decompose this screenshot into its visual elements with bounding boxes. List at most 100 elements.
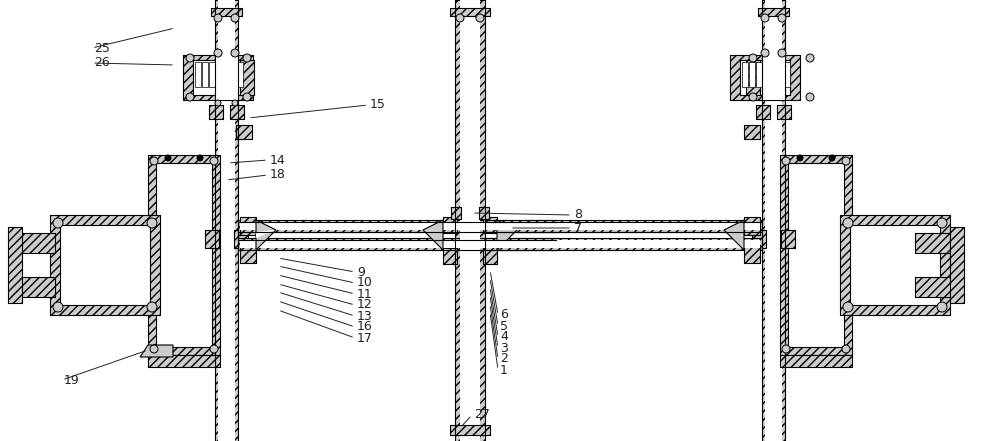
Bar [742, 62, 748, 87]
Bar [236, 125, 252, 139]
Bar [487, 240, 760, 248]
Bar [744, 125, 760, 139]
Bar [183, 55, 253, 100]
Bar [148, 355, 220, 367]
Bar [443, 248, 457, 264]
Text: 25: 25 [94, 41, 110, 55]
Bar [756, 62, 762, 87]
Circle shape [843, 218, 853, 228]
Circle shape [53, 302, 63, 312]
Bar [240, 240, 556, 248]
Text: 8: 8 [574, 209, 582, 221]
Circle shape [165, 155, 171, 161]
Bar [915, 277, 950, 297]
Bar [915, 233, 950, 253]
Circle shape [215, 100, 221, 106]
Bar [730, 55, 800, 100]
Bar [20, 233, 55, 253]
Bar [479, 207, 489, 219]
Bar [218, 0, 235, 441]
Text: 14: 14 [270, 153, 286, 167]
Bar [20, 233, 55, 253]
Bar [240, 245, 256, 263]
Bar [770, 62, 776, 87]
Bar [236, 125, 252, 139]
Bar [780, 355, 852, 367]
Bar [240, 60, 254, 95]
Bar [746, 60, 760, 95]
Bar [211, 8, 242, 16]
Bar [195, 62, 201, 87]
Bar [148, 155, 220, 355]
Bar [840, 215, 950, 315]
Bar [238, 238, 558, 250]
Circle shape [150, 345, 158, 353]
Bar [230, 105, 244, 119]
Bar [744, 217, 760, 235]
Bar [777, 105, 791, 119]
Circle shape [150, 157, 158, 165]
Bar [483, 248, 497, 264]
Bar [756, 105, 770, 119]
Polygon shape [497, 220, 517, 250]
Text: 19: 19 [64, 374, 80, 386]
Circle shape [842, 157, 850, 165]
Bar [240, 217, 256, 235]
Text: 1: 1 [500, 363, 508, 377]
Bar [915, 277, 950, 297]
Circle shape [214, 14, 222, 22]
Bar [777, 62, 783, 87]
Polygon shape [140, 345, 173, 357]
Bar [479, 207, 489, 219]
Bar [193, 60, 243, 95]
Bar [744, 125, 760, 139]
Circle shape [210, 157, 218, 165]
Circle shape [197, 155, 203, 161]
Bar [240, 222, 556, 230]
Bar [215, 0, 238, 441]
Bar [450, 425, 490, 435]
Bar [443, 248, 457, 264]
Bar [784, 62, 790, 87]
Circle shape [829, 155, 835, 161]
Circle shape [778, 14, 786, 22]
Bar [451, 207, 461, 219]
Circle shape [778, 49, 786, 57]
Circle shape [243, 93, 251, 101]
Circle shape [53, 218, 63, 228]
Bar [443, 217, 457, 233]
Bar [234, 230, 248, 248]
Bar [744, 217, 760, 235]
Bar [752, 230, 766, 248]
Text: 26: 26 [94, 56, 110, 70]
Bar [50, 215, 160, 315]
Bar [840, 215, 950, 315]
Bar [756, 105, 770, 119]
Bar [240, 60, 254, 95]
Circle shape [186, 54, 194, 62]
Text: 7: 7 [574, 221, 582, 235]
Bar [450, 8, 490, 16]
Circle shape [782, 157, 790, 165]
Bar [487, 222, 760, 230]
Bar [915, 233, 950, 253]
Text: 10: 10 [357, 277, 373, 289]
Circle shape [761, 14, 769, 22]
Bar [230, 105, 244, 119]
Circle shape [806, 93, 814, 101]
Bar [758, 8, 789, 16]
Bar [485, 220, 762, 232]
Text: 4: 4 [500, 330, 508, 344]
Bar [740, 60, 790, 95]
Bar [777, 105, 791, 119]
Bar [744, 245, 760, 263]
Bar [183, 55, 253, 100]
Bar [450, 425, 490, 435]
Bar [744, 245, 760, 263]
Text: 17: 17 [357, 332, 373, 344]
Polygon shape [423, 220, 443, 250]
Bar [443, 217, 457, 233]
Bar [234, 230, 248, 248]
Bar [780, 155, 852, 355]
Bar [780, 355, 852, 367]
